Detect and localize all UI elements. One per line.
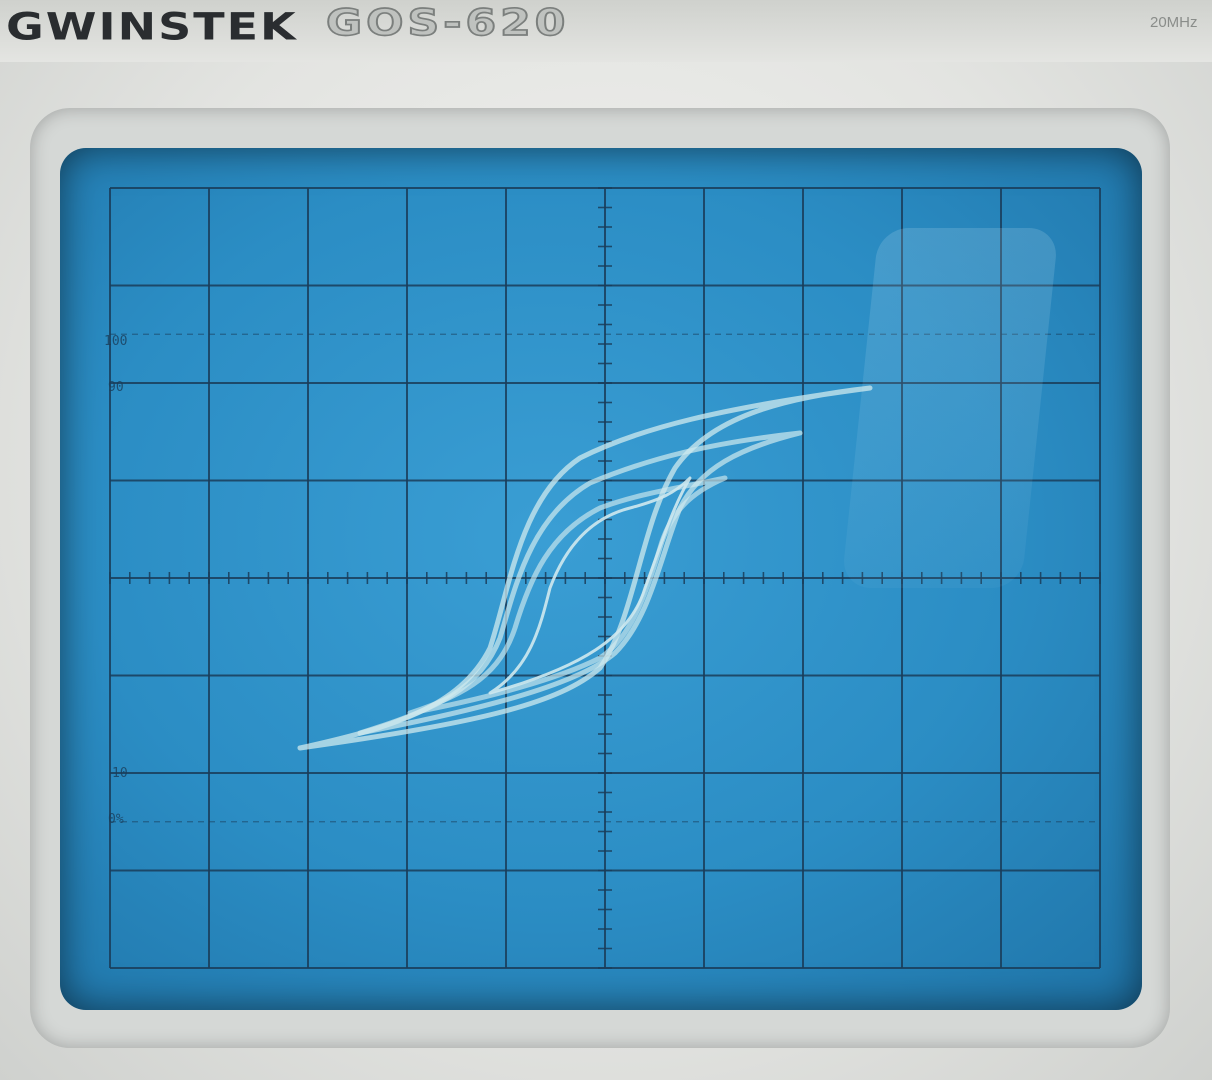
graticule-label-0: 0% xyxy=(108,812,124,827)
instrument-top-panel: GWINSTEK GOS-620 20MHz xyxy=(0,0,1212,62)
graticule-label-90: 90 xyxy=(108,380,124,395)
hysteresis-loop-outer xyxy=(300,388,870,748)
oscilloscope-screen: 100 90 10 0% xyxy=(60,148,1142,1010)
bandwidth-spec: 20MHz xyxy=(1150,14,1198,31)
graticule-label-100: 100 xyxy=(104,334,127,349)
graticule-label-10: 10 xyxy=(112,766,128,781)
model-name: GOS-620 xyxy=(326,2,569,44)
brand-logo: GWINSTEK xyxy=(6,4,298,48)
screen-reflection xyxy=(841,228,1059,588)
